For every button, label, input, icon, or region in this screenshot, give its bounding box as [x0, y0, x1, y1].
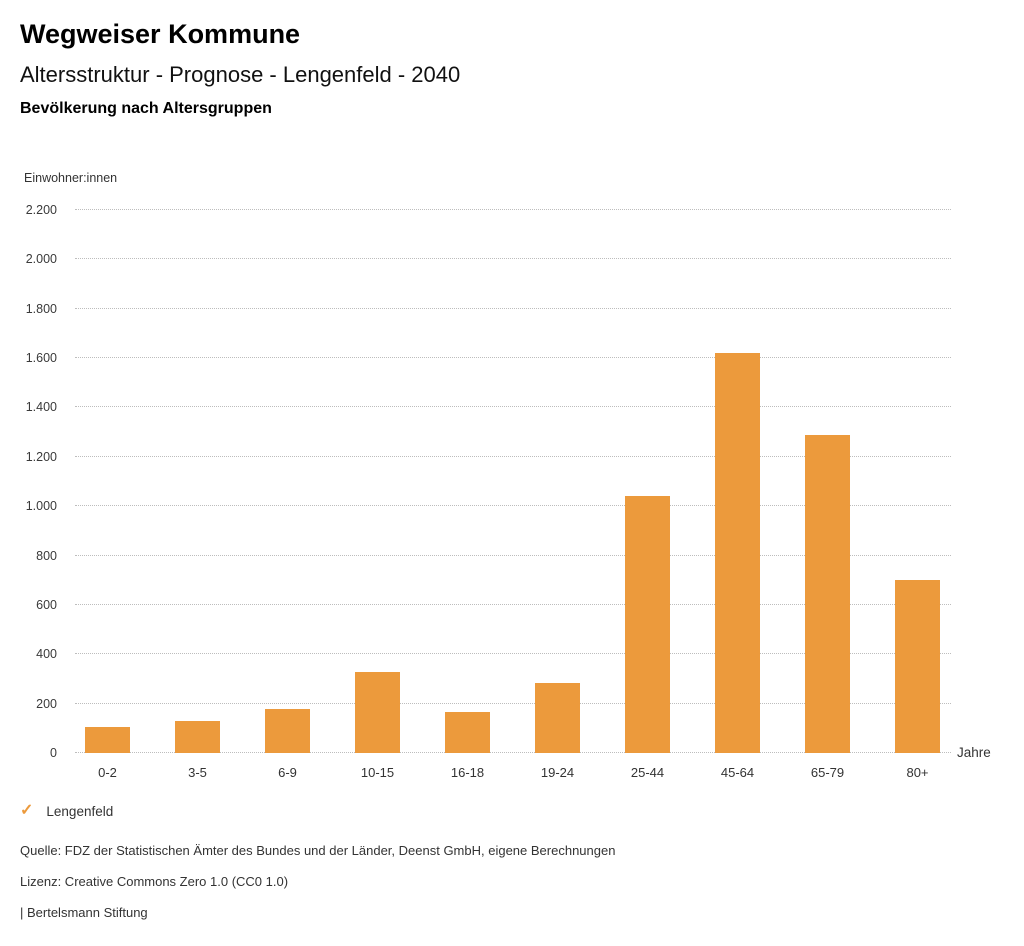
- chart-subtitle: Bevölkerung nach Altersgruppen: [20, 100, 272, 118]
- y-tick-label: 0: [50, 746, 57, 760]
- y-tick-label: 1.200: [25, 449, 57, 464]
- y-tick-label: 2.000: [25, 252, 57, 267]
- y-tick-label: 1.600: [25, 351, 57, 366]
- gridline-2200: [75, 209, 951, 210]
- legend-item-lengenfeld[interactable]: ✓ Lengenfeld: [20, 803, 113, 819]
- gridline-1800: [75, 307, 951, 309]
- bar-16-18[interactable]: [445, 712, 490, 753]
- x-tick-label-0-2: 0-2: [98, 765, 117, 780]
- gridline-600: [75, 603, 951, 605]
- bar-25-44[interactable]: [625, 496, 670, 753]
- bar-3-5[interactable]: [175, 720, 220, 753]
- bar-45-64[interactable]: [715, 353, 760, 753]
- gridline-800: [75, 554, 951, 556]
- y-tick-label: 1.400: [25, 400, 57, 415]
- bar-10-15[interactable]: [355, 671, 400, 753]
- y-tick-label: 1.000: [25, 499, 57, 514]
- page-title: Altersstruktur - Prognose - Lengenfeld -…: [20, 61, 461, 87]
- x-tick-label-65-79: 65-79: [810, 765, 845, 780]
- gridline-400: [75, 653, 951, 655]
- y-tick-label: 400: [36, 647, 57, 662]
- x-tick-label-19-24: 19-24: [540, 765, 575, 780]
- y-axis-title: Einwohner:innen: [24, 171, 118, 185]
- bar-0-2[interactable]: [85, 727, 130, 753]
- y-tick-label: 1.800: [25, 301, 57, 316]
- y-tick-label: 600: [36, 597, 57, 612]
- brand-text: | Bertelsmann Stiftung: [20, 905, 148, 920]
- x-tick-label-16-18: 16-18: [450, 765, 485, 780]
- gridline-200: [75, 702, 951, 704]
- x-axis: 0-2 3-5 6-9 10-15 16-18 19-24 25-44 45-64 65-79 8…: [62, 765, 952, 785]
- footer: Quelle: FDZ der Statistischen Ämter des …: [20, 844, 615, 937]
- header: Wegweiser Kommune Altersstruktur - Progn…: [20, 18, 460, 118]
- x-axis-title: Jahre: [957, 745, 991, 760]
- legend-label: Lengenfeld: [46, 803, 114, 819]
- bar-19-24[interactable]: [535, 682, 580, 753]
- y-tick-label: 200: [36, 696, 57, 711]
- x-tick-label-6-9: 6-9: [278, 765, 297, 780]
- y-tick-label: 2.200: [25, 203, 57, 217]
- plot-area: [62, 209, 952, 753]
- bar-80+[interactable]: [895, 580, 940, 753]
- license-text: Lizenz: Creative Commons Zero 1.0 (CC0 1…: [20, 874, 289, 889]
- gridline-0: [75, 752, 951, 753]
- bar-6-9[interactable]: [265, 708, 310, 753]
- y-tick-label: 800: [36, 548, 57, 563]
- y-axis: 0 200 400 600 800 1.000 1.200 1.400 1.600 1.800 2.…: [0, 203, 57, 760]
- x-tick-label-45-64: 45-64: [720, 765, 755, 780]
- gridline-1200: [75, 455, 951, 457]
- source-text: Quelle: FDZ der Statistischen Ämter des …: [20, 843, 616, 858]
- x-tick-label-10-15: 10-15: [360, 765, 395, 780]
- bar-65-79[interactable]: [805, 434, 850, 753]
- x-tick-label-3-5: 3-5: [188, 765, 207, 780]
- gridline-1000: [75, 505, 951, 507]
- gridline-1600: [75, 357, 951, 359]
- gridline-1400: [75, 406, 951, 408]
- x-tick-label-25-44: 25-44: [630, 765, 665, 780]
- gridline-2000: [75, 258, 951, 260]
- x-tick-label-80+: 80+: [906, 765, 929, 780]
- check-icon: ✓: [20, 802, 34, 819]
- app-title: Wegweiser Kommune: [20, 19, 301, 49]
